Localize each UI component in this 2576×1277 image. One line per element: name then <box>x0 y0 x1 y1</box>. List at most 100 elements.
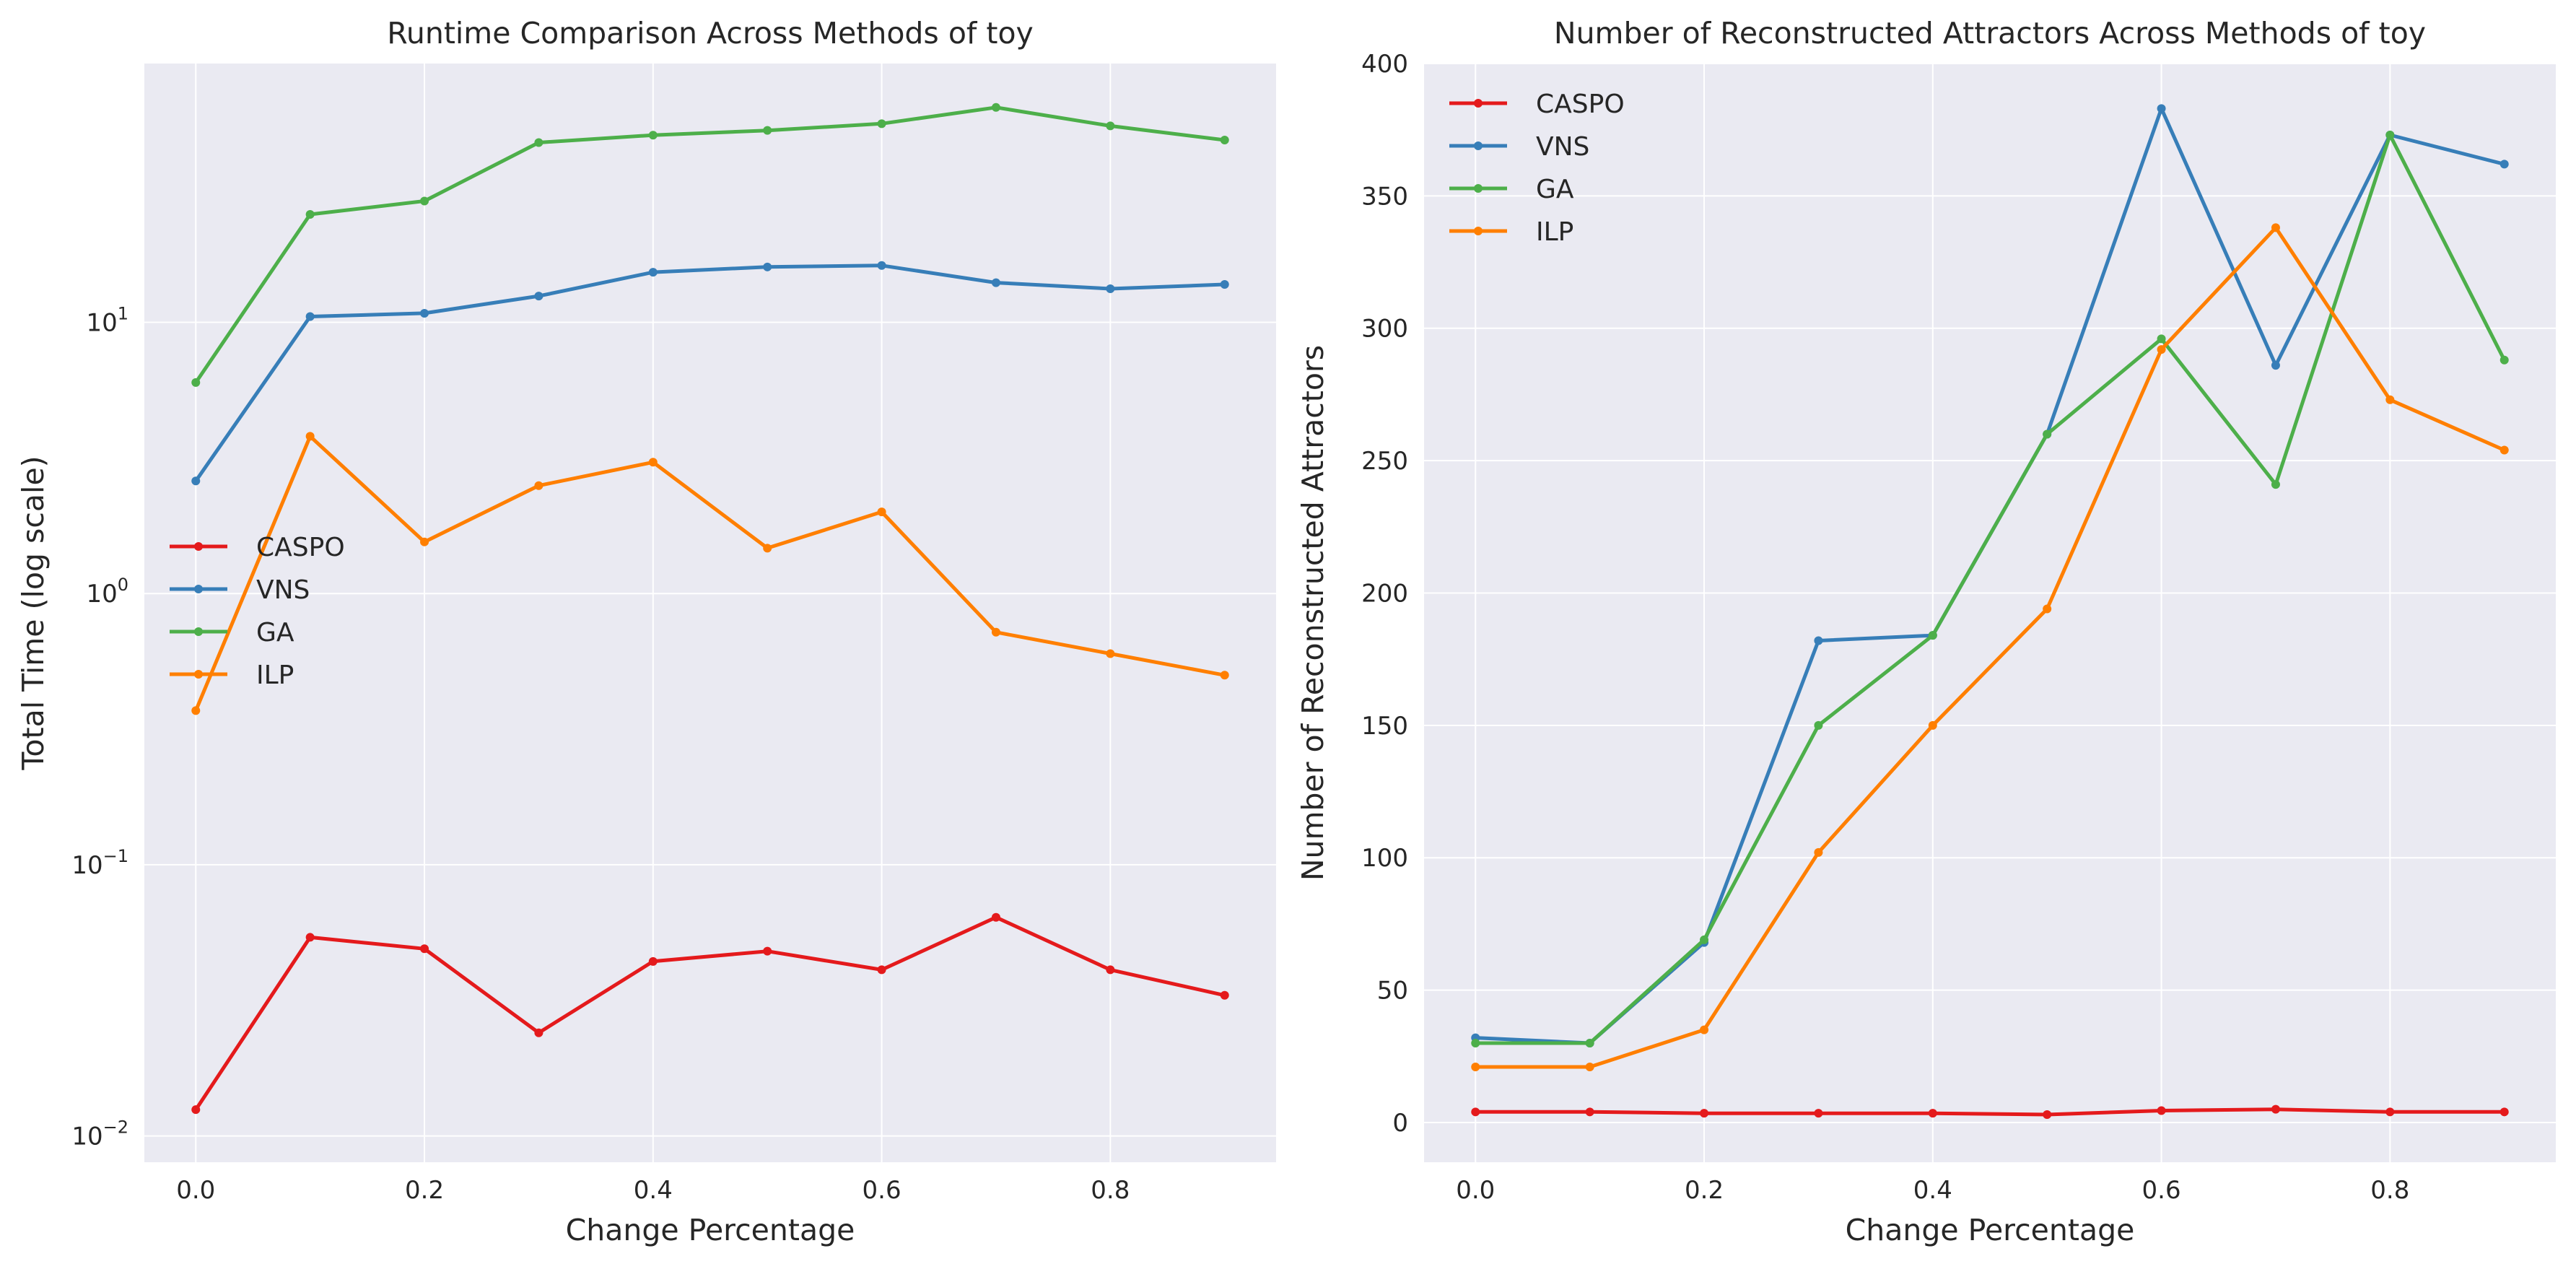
attractors-ga-point <box>2271 480 2280 489</box>
runtime-ga-point <box>991 103 1000 112</box>
attractors-ga-point <box>1814 720 1823 730</box>
attractors-ga-point <box>1700 935 1709 944</box>
y-tick-label: 350 <box>1361 182 1408 211</box>
runtime-ticks: 0.0 0.2 0.4 0.6 0.8 10−2 10−1 100 101 <box>71 304 1130 1205</box>
runtime-caspo-point <box>1106 965 1115 975</box>
legend-label-caspo: CASPO <box>1536 90 1625 119</box>
attractors-ilp-point <box>2385 395 2395 404</box>
attractors-ilp-point <box>1471 1062 1480 1071</box>
attractors-caspo-point <box>1928 1109 1937 1118</box>
attractors-series-ga-line <box>1473 133 2507 1045</box>
attractors-ilp-point <box>1700 1025 1709 1034</box>
legend-marker-vns <box>1474 141 1483 150</box>
attractors-ilp-point <box>2499 445 2509 455</box>
attractors-chart: 0.0 0.2 0.4 0.6 0.8050100150200250300350400 … <box>1296 16 2556 1247</box>
x-tick-label: 0.6 <box>2142 1176 2181 1205</box>
runtime-vns-point <box>648 268 658 277</box>
runtime-ilp-point <box>305 432 315 441</box>
x-tick-label: 0.8 <box>2370 1176 2409 1205</box>
runtime-plot-area <box>144 64 1276 1162</box>
attractors-ilp-point <box>2271 223 2280 232</box>
runtime-ilp-point <box>1220 671 1229 680</box>
legend-label-ga: GA <box>256 618 294 648</box>
y-tick-label: 50 <box>1377 977 1408 1006</box>
runtime-caspo-point <box>305 933 315 942</box>
attractors-caspo-point <box>2157 1106 2166 1115</box>
runtime-caspo-point <box>534 1028 543 1037</box>
runtime-caspo-point <box>877 965 886 975</box>
runtime-ga-point <box>1220 136 1229 145</box>
attractors-series-ilp-line <box>1473 225 2507 1069</box>
y-tick-label: 150 <box>1361 712 1408 741</box>
y-tick-label: 0 <box>1392 1109 1408 1138</box>
attractors-caspo-point <box>2271 1104 2280 1114</box>
runtime-series-ga-line <box>193 105 1227 385</box>
attractors-x-axis-label: Change Percentage <box>1846 1213 2135 1247</box>
x-tick-label: 0.0 <box>176 1176 215 1205</box>
runtime-ga-point <box>420 196 429 206</box>
x-tick-label: 0.8 <box>1091 1176 1130 1205</box>
attractors-ga-point <box>1928 631 1937 640</box>
runtime-vns-point <box>420 308 429 318</box>
runtime-caspo-point <box>991 912 1000 922</box>
attractors-vns-point <box>1814 636 1823 645</box>
attractors-vns-point <box>2499 160 2509 169</box>
runtime-vns-point <box>305 312 315 321</box>
runtime-ga-point <box>305 210 315 219</box>
legend-marker-ga <box>1474 184 1483 193</box>
attractors-plot-area <box>1424 64 2556 1162</box>
attractors-caspo-point <box>2385 1107 2395 1117</box>
y-tick-label: 200 <box>1361 579 1408 608</box>
runtime-ilp-point <box>420 537 429 546</box>
runtime-grid <box>144 64 1276 1162</box>
attractors-chart-title: Number of Reconstructed Attractors Acros… <box>1554 16 2426 51</box>
attractors-ilp-point <box>1585 1062 1594 1071</box>
y-tick-label: 400 <box>1361 50 1408 79</box>
runtime-ilp-point <box>1106 649 1115 658</box>
runtime-ga-point <box>191 378 201 387</box>
runtime-series-group <box>191 103 1229 1115</box>
runtime-caspo-point <box>420 944 429 954</box>
attractors-vns-point <box>2157 104 2166 113</box>
runtime-vns-point <box>877 261 886 270</box>
attractors-caspo-point <box>2499 1107 2509 1117</box>
attractors-caspo-point <box>1585 1107 1594 1117</box>
attractors-vns-point <box>2271 361 2280 370</box>
runtime-series-caspo-line <box>193 915 1227 1112</box>
x-tick-label: 0.2 <box>1685 1176 1724 1205</box>
y-tick-label: 100 <box>1361 844 1408 873</box>
runtime-vns-point <box>991 278 1000 287</box>
attractors-caspo-point <box>1814 1109 1823 1118</box>
runtime-vns-point <box>1220 279 1229 289</box>
runtime-series-ilp-line <box>193 434 1227 712</box>
attractors-caspo-point <box>1471 1107 1480 1117</box>
x-tick-label: 0.0 <box>1456 1176 1495 1205</box>
attractors-ilp-point <box>1928 720 1937 730</box>
runtime-x-axis-label: Change Percentage <box>566 1213 855 1247</box>
legend-marker-ilp <box>1474 227 1483 235</box>
y-tick-label: 250 <box>1361 447 1408 476</box>
attractors-ilp-point <box>1814 847 1823 857</box>
legend-label-vns: VNS <box>256 575 310 605</box>
attractors-ga-point <box>2385 131 2395 140</box>
legend-label-caspo: CASPO <box>256 533 345 562</box>
attractors-caspo-point <box>2043 1110 2052 1119</box>
y-tick-label: 101 <box>86 304 128 338</box>
attractors-caspo-point <box>1700 1109 1709 1118</box>
runtime-vns-point <box>534 292 543 301</box>
y-tick-label: 10−2 <box>71 1117 128 1151</box>
y-tick-label: 100 <box>86 575 128 609</box>
runtime-ga-point <box>1106 121 1115 131</box>
attractors-ilp-point <box>2157 345 2166 354</box>
attractors-y-axis-label: Number of Reconstructed Attractors <box>1296 345 1330 881</box>
runtime-vns-point <box>763 262 772 271</box>
legend-label-ilp: ILP <box>1536 217 1573 247</box>
x-tick-label: 0.6 <box>863 1176 901 1205</box>
attractors-ga-point <box>2157 334 2166 344</box>
legend-label-ilp: ILP <box>256 661 294 690</box>
attractors-ga-point <box>1585 1038 1594 1047</box>
runtime-ilp-point <box>191 706 201 715</box>
runtime-vns-point <box>191 476 201 486</box>
runtime-ga-point <box>534 138 543 147</box>
